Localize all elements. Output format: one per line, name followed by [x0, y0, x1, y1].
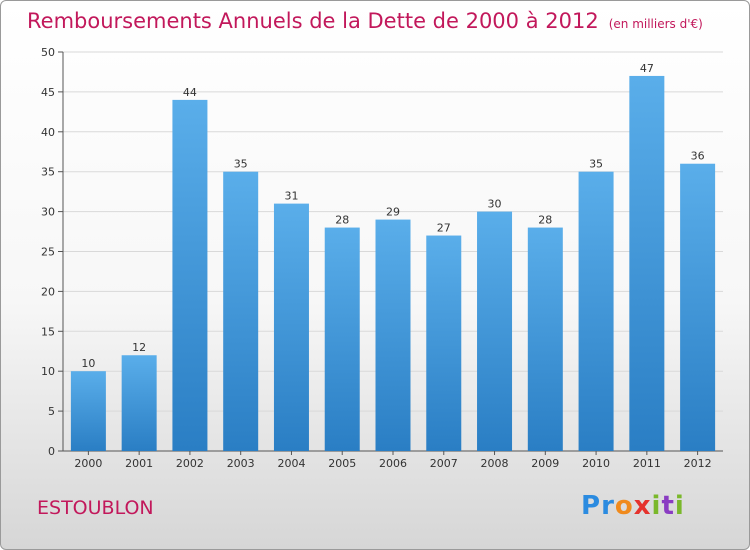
- bar: [426, 235, 462, 451]
- y-tick-label: 30: [41, 206, 55, 219]
- bar-value-label: 31: [284, 190, 298, 203]
- x-tick-label: 2009: [531, 457, 559, 470]
- y-tick-label: 45: [41, 86, 55, 99]
- chart-unit: (en milliers d'€): [608, 17, 703, 31]
- x-tick-label: 2008: [481, 457, 509, 470]
- y-tick-label: 25: [41, 246, 55, 259]
- x-tick-label: 2005: [328, 457, 356, 470]
- bar-value-label: 35: [589, 158, 603, 171]
- y-tick-label: 35: [41, 166, 55, 179]
- bar: [578, 171, 614, 451]
- x-tick-label: 2007: [430, 457, 458, 470]
- bar-value-label: 29: [386, 206, 400, 219]
- y-tick-label: 0: [48, 445, 55, 458]
- bar: [324, 227, 360, 451]
- x-tick-label: 2003: [227, 457, 255, 470]
- y-tick-label: 15: [41, 325, 55, 338]
- bar: [629, 75, 665, 451]
- y-tick-label: 10: [41, 365, 55, 378]
- logo-letter: x: [633, 491, 652, 521]
- logo-letter: i: [651, 491, 662, 521]
- bar-value-label: 30: [488, 198, 502, 211]
- proxiti-logo: Proxiti: [581, 491, 685, 521]
- y-tick-label: 40: [41, 126, 55, 139]
- bar-value-label: 28: [335, 214, 349, 227]
- x-tick-label: 2010: [582, 457, 610, 470]
- x-tick-label: 2004: [277, 457, 305, 470]
- bar-value-label: 44: [183, 86, 197, 99]
- logo-letter: o: [614, 491, 634, 521]
- bars: [70, 75, 716, 451]
- bar: [172, 99, 208, 451]
- bar-value-label: 47: [640, 62, 654, 75]
- logo-letter: i: [674, 491, 685, 521]
- bar: [680, 163, 716, 451]
- x-tick-label: 2002: [176, 457, 204, 470]
- labels: 0 5 10 15 20 25 30 35 40 45 50 10 2000 12 2001 44 2002 35…: [41, 46, 712, 470]
- x-tick-label: 2001: [125, 457, 153, 470]
- y-tick-label: 50: [41, 46, 55, 59]
- bar: [121, 355, 157, 451]
- bar: [223, 171, 259, 451]
- y-tick-label: 5: [48, 405, 55, 418]
- bar-value-label: 28: [538, 214, 552, 227]
- logo-letter: r: [601, 491, 615, 521]
- bar: [527, 227, 563, 451]
- x-tick-label: 2012: [684, 457, 712, 470]
- chart-title-text: Remboursements Annuels de la Dette de 20…: [27, 9, 599, 33]
- bar: [477, 211, 513, 451]
- bar: [273, 203, 309, 451]
- x-tick-label: 2006: [379, 457, 407, 470]
- logo-letter: P: [581, 491, 602, 521]
- x-tick-label: 2011: [633, 457, 661, 470]
- chart-title: Remboursements Annuels de la Dette de 20…: [27, 9, 703, 33]
- commune-name: ESTOUBLON: [37, 497, 154, 519]
- bar: [70, 371, 106, 451]
- bar-value-label: 36: [691, 150, 705, 163]
- y-tick-label: 20: [41, 285, 55, 298]
- bar-value-label: 27: [437, 222, 451, 235]
- bar: [375, 219, 411, 451]
- logo-letter: t: [661, 491, 675, 521]
- bar-value-label: 35: [234, 158, 248, 171]
- bar-value-label: 10: [81, 357, 95, 370]
- x-tick-label: 2000: [74, 457, 102, 470]
- bar-value-label: 12: [132, 341, 146, 354]
